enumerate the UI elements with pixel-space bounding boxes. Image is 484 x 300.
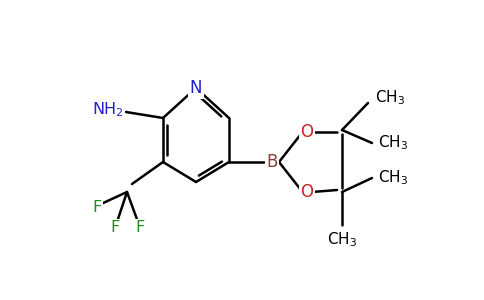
- Text: F: F: [110, 220, 120, 236]
- Text: F: F: [136, 220, 145, 236]
- Text: O: O: [301, 123, 314, 141]
- Text: B: B: [266, 153, 278, 171]
- Text: CH$_3$: CH$_3$: [375, 89, 405, 107]
- Text: CH$_3$: CH$_3$: [378, 169, 408, 187]
- Text: NH$_2$: NH$_2$: [92, 101, 124, 119]
- Text: O: O: [301, 183, 314, 201]
- Text: N: N: [190, 79, 202, 97]
- Text: F: F: [92, 200, 102, 215]
- Text: CH$_3$: CH$_3$: [327, 231, 357, 249]
- Text: CH$_3$: CH$_3$: [378, 134, 408, 152]
